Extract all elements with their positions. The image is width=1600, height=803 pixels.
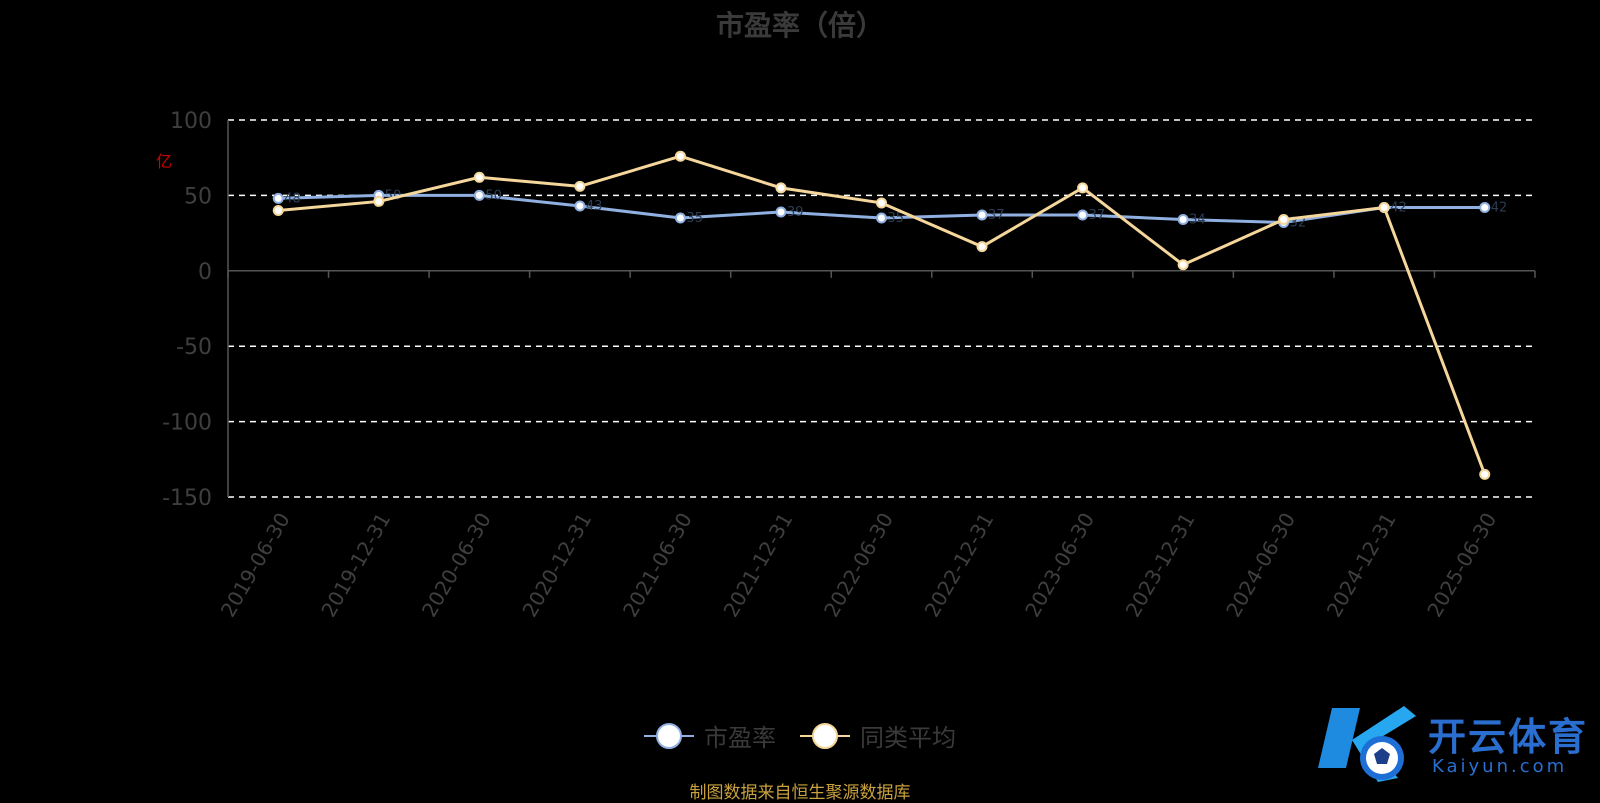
x-tick-label: 2024-06-30 [1221,509,1300,622]
y-tick-label: 0 [198,260,212,285]
data-point-1 [1077,182,1089,194]
data-point-0 [574,200,586,212]
data-label: 37 [988,208,1005,223]
x-tick-label: 2023-06-30 [1020,509,1099,622]
line-chart: -150 -100 -50 0 50 100 2019-06-30 2019-12-31 202… [162,109,1536,622]
data-label: 39 [787,205,804,220]
x-tick-label: 2021-06-30 [618,509,697,622]
data-point-0 [775,206,787,218]
y-tick-label: -150 [162,486,212,511]
data-point-0 [876,212,887,224]
data-point-0 [1077,209,1089,221]
y-tick-label: -100 [162,411,212,436]
source-note: 制图数据来自恒生聚源数据库 [689,783,911,803]
data-label: 42 [1491,200,1508,215]
data-point-1 [876,197,887,209]
data-point-1 [1378,201,1390,213]
data-label: 35 [686,211,703,226]
data-label: 42 [1390,200,1407,215]
brand-url: Kaiyun.com [1432,756,1568,777]
data-point-1 [775,182,787,194]
data-label: 48 [284,191,301,206]
y-tick-label: -50 [176,335,212,360]
data-label: 37 [1089,208,1106,223]
legend-item-peer-avg[interactable]: 同类平均 [800,718,956,753]
legend-item-pe[interactable]: 市盈率 [644,718,776,753]
chart-legend: 市盈率 同类平均 [0,718,1600,753]
data-point-1 [1177,259,1189,271]
data-label: 43 [586,199,603,214]
data-point-1 [1479,468,1491,480]
x-tick-label: 2023-12-31 [1121,509,1200,622]
brand-name: 开云体育 [1428,715,1589,759]
legend-marker-pe [644,722,694,749]
data-label: 50 [485,188,502,203]
data-point-1 [674,150,686,162]
x-tick-label: 2022-12-31 [920,509,999,622]
data-point-0 [674,212,686,224]
data-point-1 [373,195,385,207]
x-tick-label: 2019-12-31 [316,509,395,622]
y-tick-label: 50 [184,184,212,209]
data-point-0 [272,192,284,204]
data-point-1 [976,241,988,253]
x-tick-label: 2019-06-30 [216,509,295,622]
x-tick-label: 2025-06-30 [1422,509,1501,622]
data-point-0 [1479,201,1491,213]
legend-label-peer-avg: 同类平均 [860,724,956,752]
data-point-1 [1278,214,1290,226]
data-point-1 [272,204,284,216]
k-soccer-ball-logo-icon [1318,706,1416,782]
y-tick-label: 100 [170,109,212,134]
data-point-0 [976,209,988,221]
legend-marker-peer-avg [800,722,850,749]
x-tick-label: 2022-06-30 [819,509,898,622]
x-tick-label: 2024-12-31 [1322,509,1401,622]
data-label: 34 [1189,213,1206,228]
data-point-1 [473,171,485,183]
data-point-0 [1177,214,1189,226]
legend-label-pe: 市盈率 [704,724,776,752]
side-mark: 亿 [156,152,173,171]
data-point-1 [574,180,586,192]
x-tick-label: 2020-12-31 [517,509,596,622]
x-tick-label: 2020-06-30 [417,509,496,622]
data-point-0 [473,189,485,201]
chart-title: 市盈率（倍） [715,9,884,42]
x-tick-label: 2021-12-31 [719,509,798,622]
data-label: 35 [888,211,905,226]
